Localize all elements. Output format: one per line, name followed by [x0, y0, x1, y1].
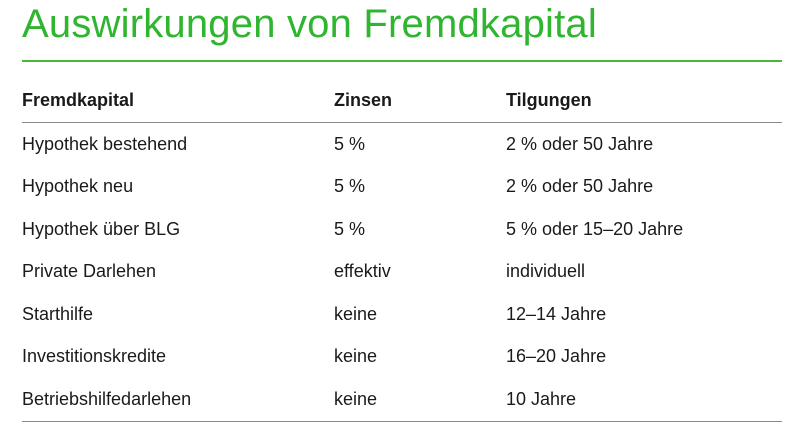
table-row: Starthilfe keine 12–14 Jahre: [22, 293, 782, 336]
cell-tilgungen: 5 % oder 15–20 Jahre: [506, 218, 684, 239]
cell-tilgungen: 2 % oder 50 Jahre: [506, 133, 654, 154]
table-row: Hypothek über BLG 5 % 5 % oder 15–20 Jah…: [22, 208, 782, 251]
cell-fremdkapital: Investitionskredite: [22, 346, 167, 367]
page-title: Auswirkungen von Fremdkapital: [22, 2, 597, 46]
column-header-tilgungen: Tilgungen: [506, 89, 592, 110]
cell-fremdkapital: Betriebshilfedarlehen: [22, 388, 192, 409]
title-divider: [22, 60, 782, 62]
column-header-zinsen: Zinsen: [334, 89, 393, 110]
cell-fremdkapital: Hypothek bestehend: [22, 133, 188, 154]
cell-zinsen: 5 %: [334, 218, 366, 239]
cell-tilgungen: 2 % oder 50 Jahre: [506, 176, 654, 197]
table-row: Hypothek neu 5 % 2 % oder 50 Jahre: [22, 166, 782, 209]
cell-zinsen: keine: [334, 388, 378, 409]
cell-tilgungen: individuell: [506, 261, 586, 282]
fremdkapital-table: Fremdkapital Zinsen Tilgungen Hypothek b…: [22, 78, 782, 422]
table-row: Betriebshilfedarlehen keine 10 Jahre: [22, 378, 782, 421]
table-row: Investitionskredite keine 16–20 Jahre: [22, 336, 782, 379]
table-header-row: Fremdkapital Zinsen Tilgungen: [22, 78, 782, 123]
cell-zinsen: effektiv: [334, 261, 391, 282]
cell-fremdkapital: Private Darlehen: [22, 261, 157, 282]
cell-fremdkapital: Hypothek neu: [22, 176, 134, 197]
cell-tilgungen: 12–14 Jahre: [506, 303, 607, 324]
cell-fremdkapital: Hypothek über BLG: [22, 218, 181, 239]
cell-tilgungen: 16–20 Jahre: [506, 346, 607, 367]
cell-fremdkapital: Starthilfe: [22, 303, 94, 324]
cell-zinsen: 5 %: [334, 133, 366, 154]
table-row: Hypothek bestehend 5 % 2 % oder 50 Jahre: [22, 123, 782, 166]
table-row: Private Darlehen effektiv individuell: [22, 251, 782, 294]
cell-zinsen: keine: [334, 346, 378, 367]
column-header-fremdkapital: Fremdkapital: [22, 89, 135, 110]
cell-zinsen: keine: [334, 303, 378, 324]
cell-tilgungen: 10 Jahre: [506, 388, 577, 409]
cell-zinsen: 5 %: [334, 176, 366, 197]
